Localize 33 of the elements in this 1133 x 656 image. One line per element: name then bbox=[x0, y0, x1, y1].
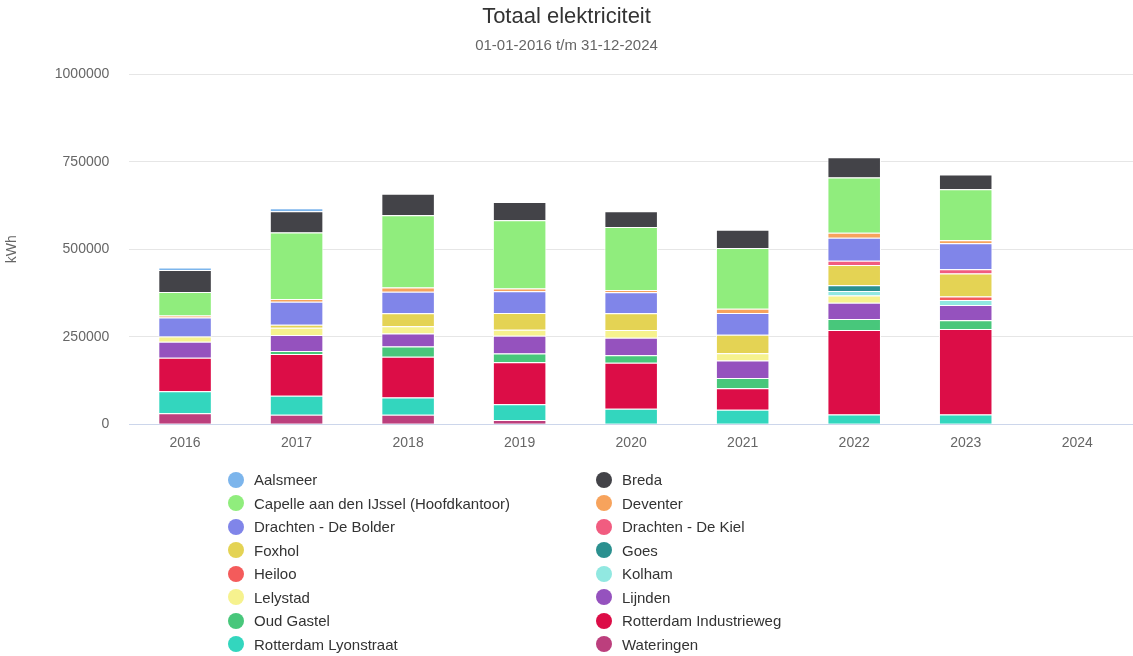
x-tick-label: 2022 bbox=[838, 434, 870, 451]
x-tick-label: 2018 bbox=[392, 434, 424, 451]
y-tick-label: 500000 bbox=[62, 240, 110, 257]
legend-label: Lelystad bbox=[254, 588, 310, 606]
y-tick-label: 250000 bbox=[62, 327, 110, 344]
x-tick-label: 2016 bbox=[169, 434, 201, 451]
legend-label: Rotterdam Industrieweg bbox=[622, 612, 782, 629]
x-tick-label: 2017 bbox=[281, 434, 313, 451]
chart-subtitle: 01-01-2016 t/m 31-12-2024 bbox=[475, 35, 658, 53]
chart-title: Totaal elektriciteit bbox=[482, 3, 651, 29]
legend-label: Breda bbox=[622, 471, 663, 488]
legend-label: Goes bbox=[622, 541, 658, 559]
x-tick-label: 2019 bbox=[504, 434, 536, 451]
legend-label: Kolham bbox=[622, 565, 673, 582]
x-tick-label: 2020 bbox=[615, 434, 647, 451]
x-tick-label: 2021 bbox=[727, 434, 759, 451]
legend-label: Rotterdam Lyonstraat bbox=[254, 635, 398, 653]
legend-label: Deventer bbox=[622, 494, 683, 512]
legend-label: Lijnden bbox=[622, 588, 671, 606]
y-axis-title: kWh bbox=[3, 235, 20, 264]
x-tick-label: 2023 bbox=[950, 434, 982, 451]
legend-label: Heiloo bbox=[254, 565, 297, 582]
legend-label: Aalsmeer bbox=[254, 471, 318, 488]
legend-label: Oud Gastel bbox=[254, 612, 330, 629]
legend-label: Drachten - De Kiel bbox=[622, 518, 745, 535]
legend-label: Wateringen bbox=[622, 635, 699, 653]
x-tick-label: 2024 bbox=[1061, 434, 1094, 451]
legend-label: Drachten - De Bolder bbox=[254, 518, 395, 535]
y-tick-label: 0 bbox=[101, 415, 110, 432]
legend-label: Foxhol bbox=[254, 541, 300, 559]
y-tick-label: 750000 bbox=[62, 152, 110, 169]
y-tick-label: 1000000 bbox=[54, 65, 110, 82]
legend-label: Capelle aan den IJssel (Hoofdkantoor) bbox=[254, 494, 510, 512]
